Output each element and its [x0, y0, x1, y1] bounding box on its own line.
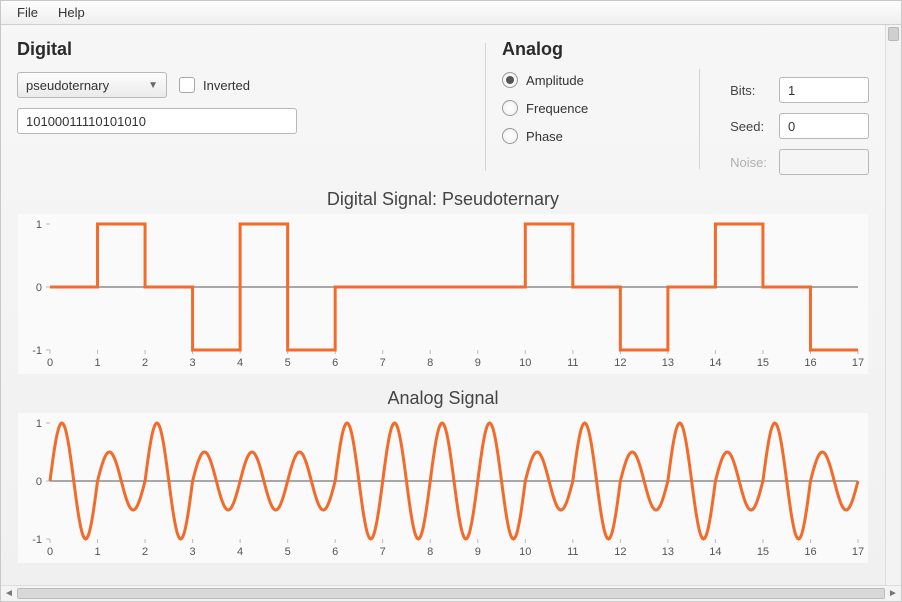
menu-file[interactable]: File [7, 2, 48, 23]
digital-chart-title: Digital Signal: Pseudoternary [17, 189, 869, 210]
svg-text:16: 16 [804, 546, 816, 558]
scroll-right-icon[interactable]: ► [885, 586, 901, 601]
svg-text:9: 9 [475, 546, 481, 558]
svg-text:16: 16 [804, 357, 816, 369]
svg-text:12: 12 [614, 546, 626, 558]
vertical-scrollbar[interactable] [885, 25, 901, 585]
analog-panel: Analog Amplitude Frequence [486, 39, 869, 175]
bits-per-symbol-input[interactable]: 1 [779, 77, 869, 103]
encoding-select[interactable]: pseudoternary ▼ [17, 72, 167, 98]
bits-input[interactable]: 10100011110101010 [17, 108, 297, 134]
modulation-radio-group: Amplitude Frequence Phase [502, 72, 693, 144]
svg-text:2: 2 [142, 357, 148, 369]
svg-text:5: 5 [285, 357, 291, 369]
radio-frequence[interactable]: Frequence [502, 100, 693, 116]
analog-sub-divider [699, 69, 700, 169]
svg-text:0: 0 [36, 476, 42, 488]
radio-dot-icon [502, 100, 518, 116]
svg-text:8: 8 [427, 357, 433, 369]
svg-text:7: 7 [380, 357, 386, 369]
svg-text:7: 7 [380, 546, 386, 558]
analog-title: Analog [502, 39, 693, 60]
svg-text:12: 12 [614, 357, 626, 369]
bits-per-symbol-value: 1 [788, 83, 795, 98]
svg-text:6: 6 [332, 546, 338, 558]
digital-chart-block: Digital Signal: Pseudoternary -101012345… [17, 189, 869, 374]
menu-help[interactable]: Help [48, 2, 95, 23]
noise-label: Noise: [730, 155, 767, 170]
bits-per-symbol-label: Bits: [730, 83, 767, 98]
checkbox-icon [179, 77, 195, 93]
svg-text:0: 0 [47, 546, 53, 558]
svg-text:6: 6 [332, 357, 338, 369]
vertical-scrollbar-thumb[interactable] [888, 27, 899, 41]
noise-input [779, 149, 869, 175]
seed-input[interactable]: 0 [779, 113, 869, 139]
svg-text:3: 3 [190, 546, 196, 558]
bits-input-value: 10100011110101010 [26, 114, 146, 129]
svg-text:14: 14 [709, 357, 721, 369]
svg-text:9: 9 [475, 357, 481, 369]
scroll-left-icon[interactable]: ◄ [1, 586, 17, 601]
svg-text:2: 2 [142, 546, 148, 558]
digital-panel: Digital pseudoternary ▼ Inverted [17, 39, 485, 175]
svg-text:0: 0 [47, 357, 53, 369]
seed-label: Seed: [730, 119, 767, 134]
analog-chart-title: Analog Signal [17, 388, 869, 409]
svg-text:14: 14 [709, 546, 721, 558]
svg-text:15: 15 [757, 357, 769, 369]
svg-text:10: 10 [519, 357, 531, 369]
content-wrap: Digital pseudoternary ▼ Inverted [1, 25, 901, 585]
svg-text:8: 8 [427, 546, 433, 558]
svg-text:4: 4 [237, 357, 243, 369]
svg-text:15: 15 [757, 546, 769, 558]
analog-chart: -10101234567891011121314151617 [18, 413, 868, 563]
encoding-select-value: pseudoternary [26, 78, 109, 93]
chevron-down-icon: ▼ [148, 80, 158, 91]
radio-frequence-label: Frequence [526, 101, 588, 116]
radio-phase-label: Phase [526, 129, 563, 144]
inverted-checkbox[interactable]: Inverted [179, 77, 250, 93]
svg-text:1: 1 [36, 219, 42, 231]
app-window: File Help Digital pseudoternary ▼ Invert… [0, 0, 902, 602]
svg-text:-1: -1 [32, 345, 42, 357]
analog-chart-block: Analog Signal -1010123456789101112131415… [17, 388, 869, 563]
scroll-area: Digital pseudoternary ▼ Inverted [1, 25, 885, 585]
radio-dot-icon [502, 72, 518, 88]
menubar: File Help [1, 1, 901, 25]
svg-text:13: 13 [662, 357, 674, 369]
svg-text:3: 3 [190, 357, 196, 369]
radio-amplitude[interactable]: Amplitude [502, 72, 693, 88]
digital-title: Digital [17, 39, 469, 60]
horizontal-scrollbar-thumb[interactable] [17, 588, 885, 599]
seed-value: 0 [788, 119, 795, 134]
svg-text:5: 5 [285, 546, 291, 558]
radio-dot-icon [502, 128, 518, 144]
svg-text:10: 10 [519, 546, 531, 558]
digital-chart: -10101234567891011121314151617 [18, 214, 868, 374]
horizontal-scrollbar-track[interactable] [17, 586, 885, 601]
svg-text:17: 17 [852, 357, 864, 369]
analog-fields: Bits: 1 Seed: 0 Noise: [730, 77, 869, 175]
svg-text:4: 4 [237, 546, 243, 558]
svg-text:1: 1 [94, 546, 100, 558]
horizontal-scrollbar[interactable]: ◄ ► [1, 585, 901, 601]
svg-text:-1: -1 [32, 534, 42, 546]
inverted-label: Inverted [203, 78, 250, 93]
svg-text:1: 1 [94, 357, 100, 369]
svg-text:17: 17 [852, 546, 864, 558]
svg-text:0: 0 [36, 282, 42, 294]
radio-amplitude-label: Amplitude [526, 73, 584, 88]
svg-text:13: 13 [662, 546, 674, 558]
svg-text:11: 11 [567, 546, 578, 558]
radio-phase[interactable]: Phase [502, 128, 693, 144]
settings-panel: Digital pseudoternary ▼ Inverted [17, 39, 869, 175]
svg-text:1: 1 [36, 418, 42, 430]
svg-text:11: 11 [567, 357, 578, 369]
